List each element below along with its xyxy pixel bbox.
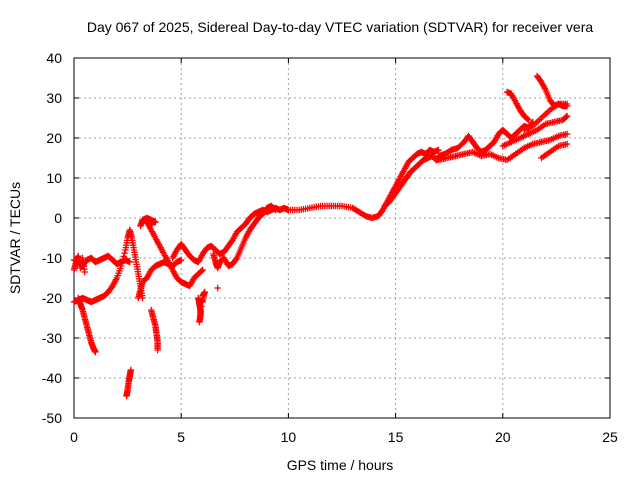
y-tick-label: 10 [46,170,62,186]
data-point [199,266,206,274]
series-track-i [147,306,161,354]
y-tick-label: 0 [54,210,62,226]
data-point [117,262,125,270]
series-track-e [123,366,135,400]
x-tick-label: 5 [177,429,185,445]
data-point [525,116,532,124]
axis-tick-labels: 0 5 10 15 20 25 -50 -40 -30 -20 -10 0 10 20 30 40 [42,50,618,445]
data-point [121,250,128,257]
x-axis-title: GPS time / hours [287,457,394,473]
series-track-k [169,204,292,266]
series-track-s [499,112,571,150]
y-tick-label: -40 [42,370,62,386]
data-point [154,346,161,354]
y-tick-label: 30 [46,90,62,106]
data-point [271,206,278,213]
data-point [563,100,571,108]
data-point [563,112,571,120]
x-tick-label: 25 [602,429,618,445]
data-point [199,298,206,306]
y-tick-label: 20 [46,130,62,146]
data-point [139,294,146,302]
data-point [563,113,570,120]
y-tick-label: -30 [42,330,62,346]
series-track-w [538,140,571,162]
series-track-v [521,100,571,134]
series-track-l [195,288,208,326]
data-point [120,253,127,260]
series-track-n [210,202,279,272]
data-point [435,146,442,154]
series-track-j [143,218,206,290]
data-point [524,116,531,123]
x-tick-label: 0 [70,429,78,445]
series-track-d [75,294,99,356]
data-point [92,348,99,356]
y-tick-label: -20 [42,290,62,306]
y-axis-title: SDTVAR / TECUs [7,182,23,294]
x-tick-label: 10 [281,429,297,445]
data-point [214,284,221,292]
y-tick-label: 40 [46,50,62,66]
data-point [198,267,205,274]
data-point [178,256,185,264]
x-tick-label: 15 [388,429,404,445]
data-marks [70,72,571,400]
y-tick-label: -10 [42,250,62,266]
series-track-b [70,252,88,276]
series-track-t [503,88,532,124]
x-tick-label: 20 [495,429,511,445]
chart-title: Day 067 of 2025, Sidereal Day-to-day VTE… [87,19,593,35]
data-point [563,140,571,148]
data-point [126,258,133,266]
data-point [563,130,571,138]
series-track-h [126,226,146,302]
series-track-o [285,146,442,222]
series-track-r [435,130,571,164]
series-track-p [381,152,444,210]
axis-ticks [73,57,611,419]
data-point [127,366,135,374]
y-tick-label: -50 [42,410,62,426]
data-point [118,259,126,266]
data-point [272,206,279,214]
plot-frame [73,57,611,419]
data-point [81,268,88,276]
series-track-m [214,284,221,292]
data-point [119,256,127,263]
